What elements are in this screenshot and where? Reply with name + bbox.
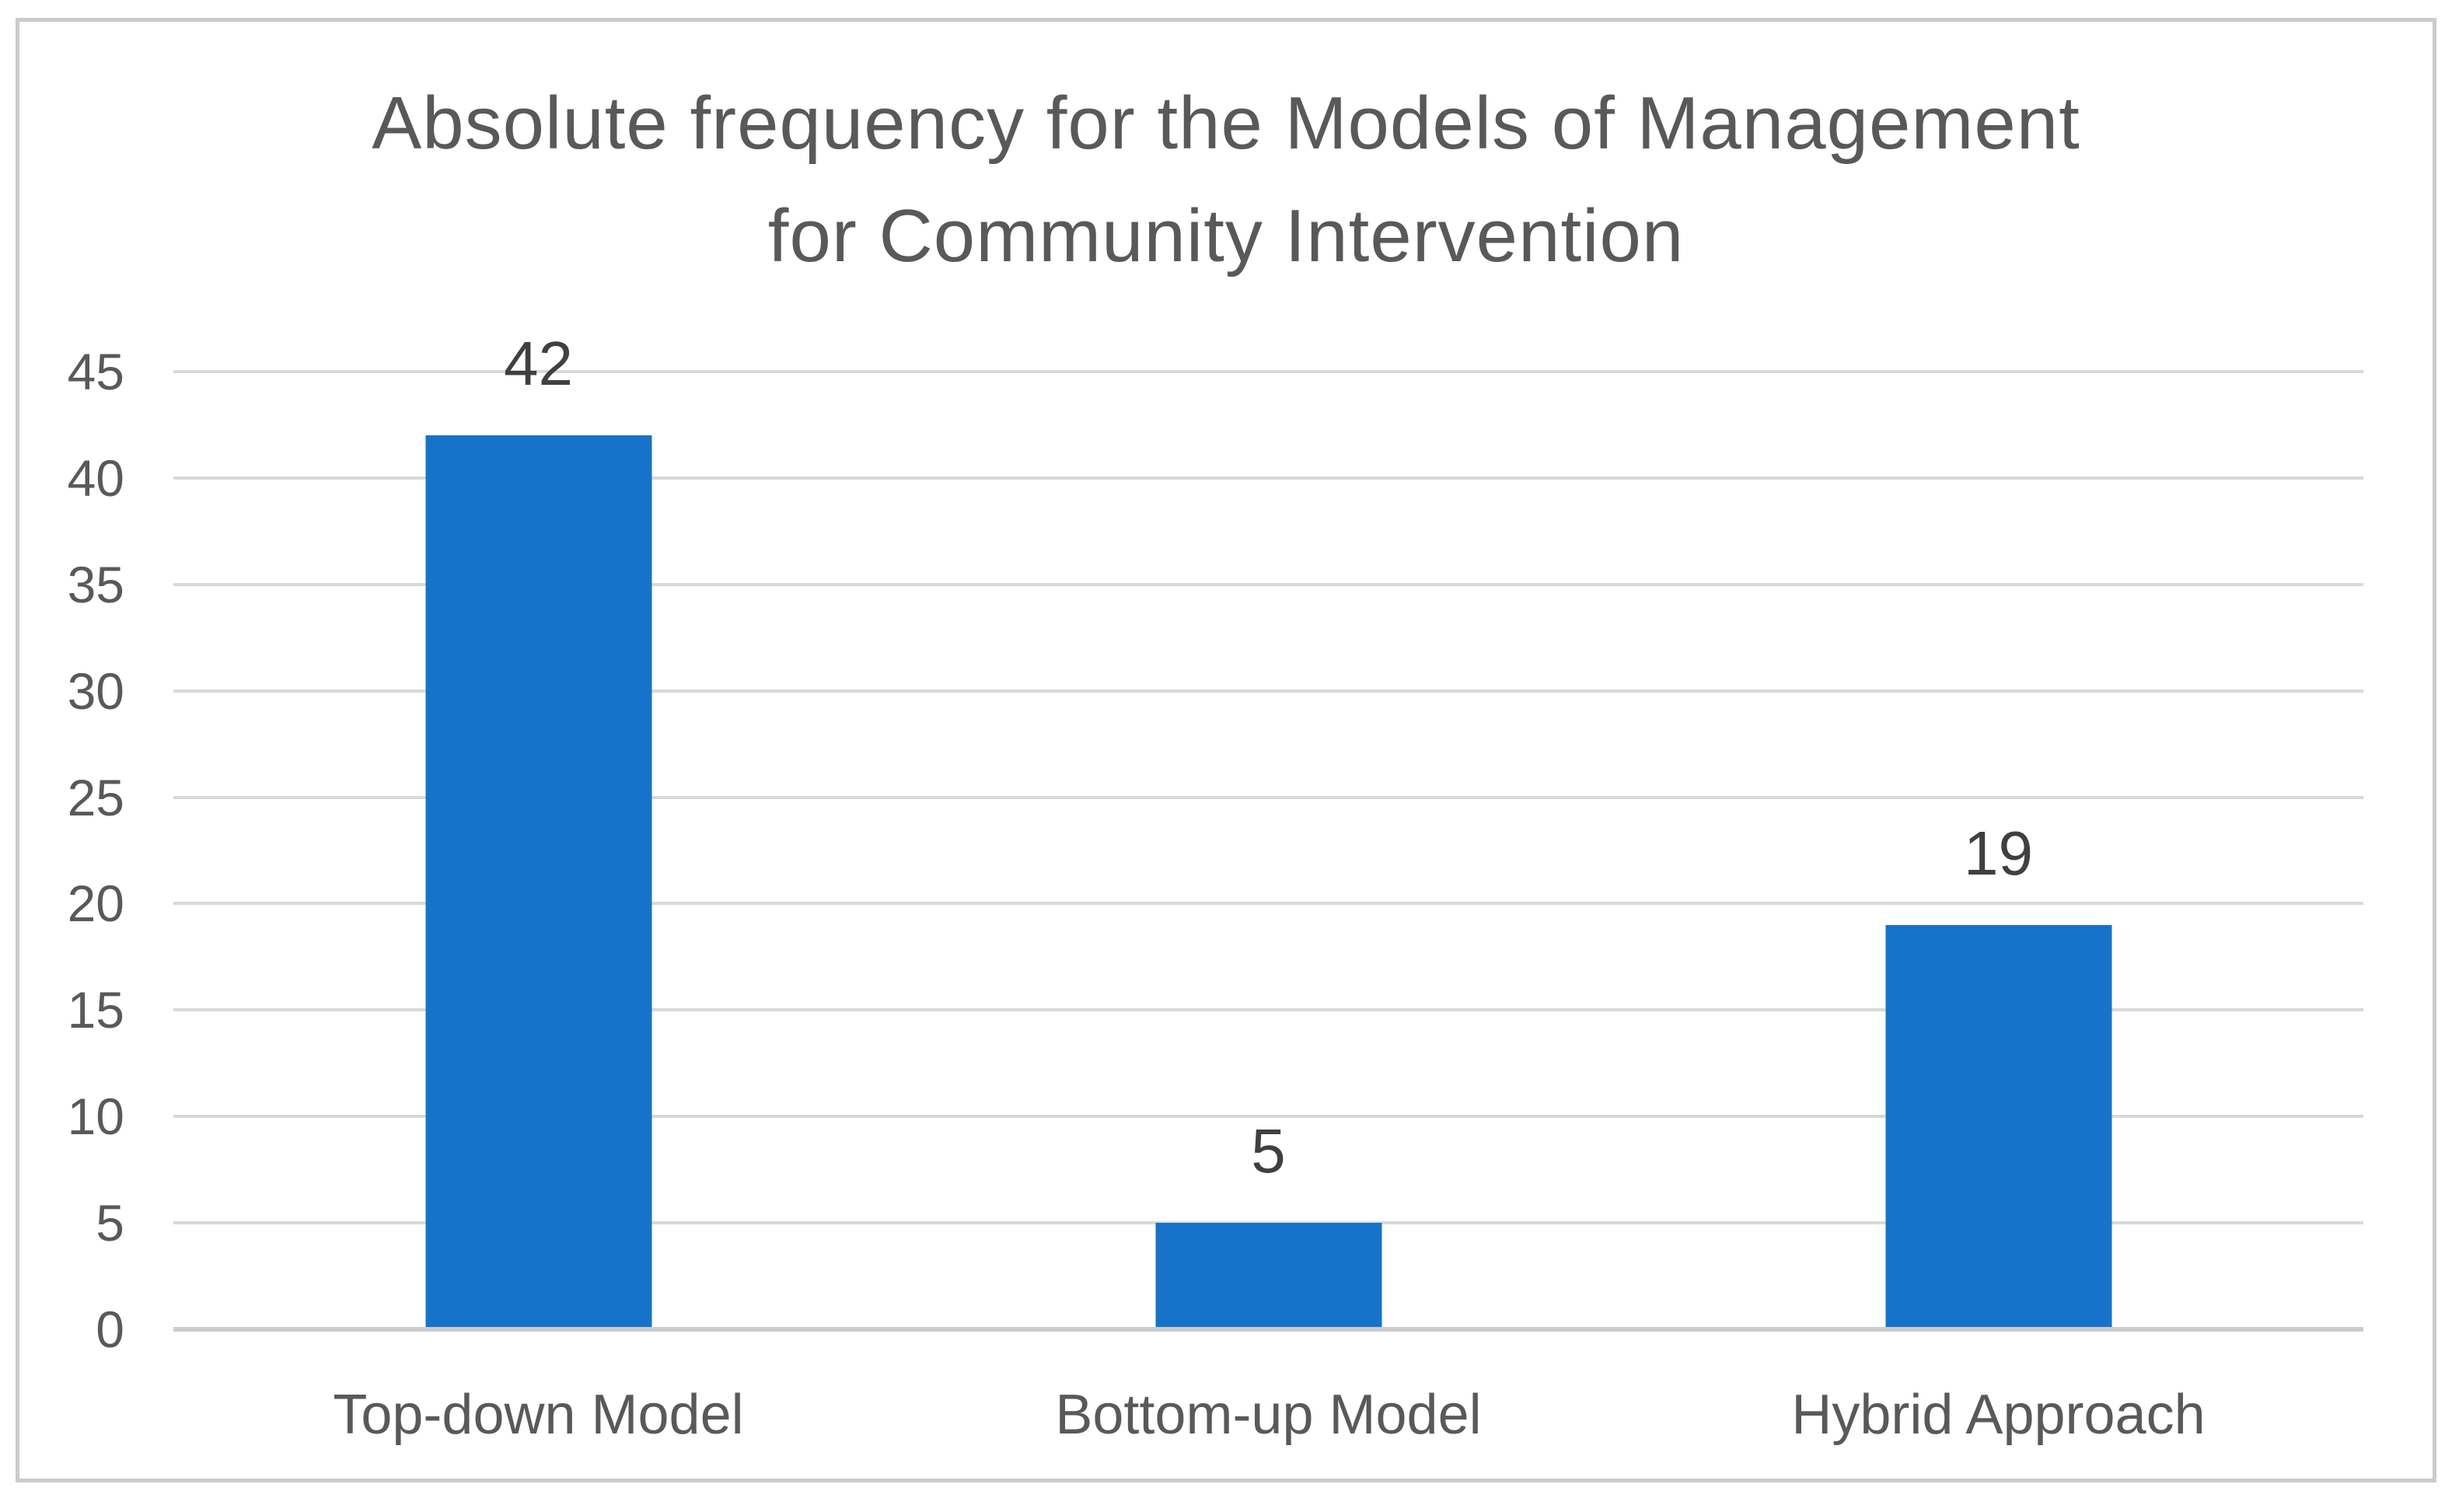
data-label-bottom-up-model: 5 (1251, 1116, 1286, 1186)
gridline (173, 902, 2363, 906)
bar-hybrid-approach (1885, 924, 2111, 1329)
y-axis-tick-label: 20 (67, 875, 124, 933)
x-axis: Top-down Model Bottom-up Model Hybrid Appr… (173, 1380, 2363, 1450)
gridline (173, 1008, 2363, 1012)
bar-slot-top-down-model: 42 (173, 333, 903, 1329)
y-axis-tick-label: 10 (67, 1088, 124, 1146)
data-label-top-down-model: 42 (504, 329, 573, 399)
bars-layer: 42 5 19 (173, 333, 2363, 1329)
y-axis-tick-label: 5 (96, 1194, 124, 1252)
y-axis: 45 40 35 30 25 20 15 10 5 0 (19, 346, 124, 1355)
y-axis-tick-label: 15 (67, 981, 124, 1039)
chart-title-line-1: Absolute frequency for the Models of Man… (372, 82, 2080, 165)
chart-frame: Absolute frequency for the Models of Man… (16, 18, 2436, 1482)
y-axis-tick-label: 45 (67, 343, 124, 400)
bar-bottom-up-model (1155, 1223, 1381, 1329)
y-axis-tick-label: 40 (67, 449, 124, 507)
x-axis-line (173, 1327, 2363, 1332)
bar-slot-hybrid-approach: 19 (1633, 372, 2363, 1329)
gridline (173, 1221, 2363, 1225)
plot-area: 42 5 19 (173, 333, 2363, 1332)
gridline (173, 370, 2363, 373)
gridline (173, 582, 2363, 586)
y-axis-tick-label: 30 (67, 662, 124, 720)
category-label-bottom-up-model: Bottom-up Model (1055, 1384, 1482, 1446)
y-axis-tick-label: 0 (96, 1301, 124, 1358)
gridline (173, 476, 2363, 480)
chart-title: Absolute frequency for the Models of Man… (19, 67, 2433, 292)
gridline (173, 1115, 2363, 1119)
gridline (173, 795, 2363, 799)
chart-title-line-2: for Community Intervention (767, 194, 1685, 278)
gridline (173, 689, 2363, 693)
bar-slot-bottom-up-model: 5 (903, 372, 1633, 1329)
data-label-hybrid-approach: 19 (1964, 818, 2033, 888)
category-label-hybrid-approach: Hybrid Approach (1791, 1384, 2206, 1446)
bar-top-down-model (425, 435, 651, 1329)
category-label-top-down-model: Top-down Model (333, 1384, 744, 1446)
y-axis-tick-label: 35 (67, 555, 124, 613)
y-axis-tick-label: 25 (67, 768, 124, 826)
